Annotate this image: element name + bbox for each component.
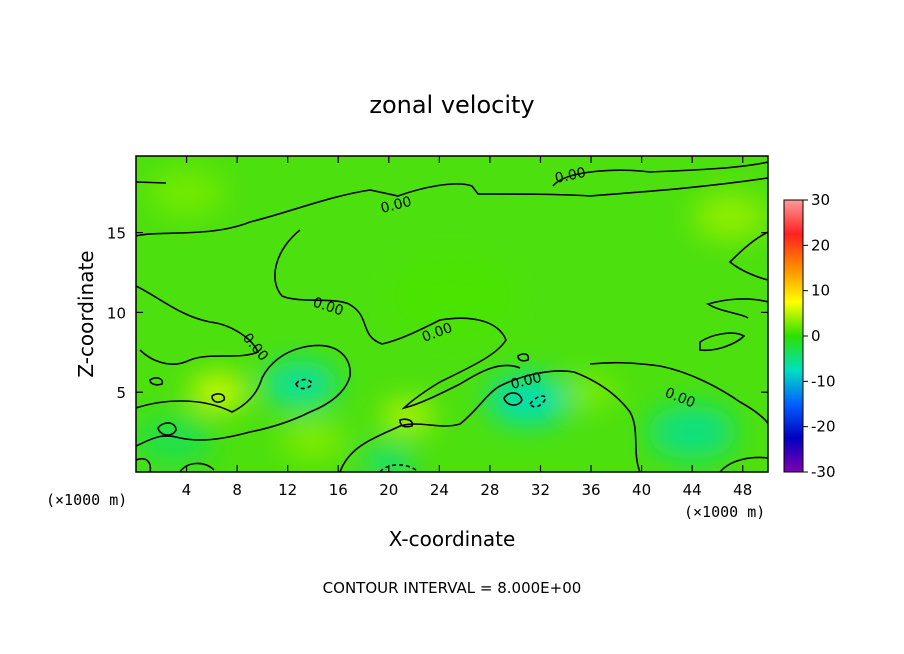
x-axis-label: X-coordinate bbox=[389, 527, 516, 551]
contour-line-top-left bbox=[136, 181, 167, 184]
field-blob bbox=[388, 257, 516, 336]
contour-lines bbox=[136, 161, 768, 472]
contour-line-negative-3 bbox=[379, 464, 417, 472]
x-tick-label: 8 bbox=[232, 481, 242, 499]
contour-line-upper-right bbox=[552, 161, 768, 187]
colorbar-tick-label: 0 bbox=[811, 327, 821, 345]
contour-line-small-loop-6 bbox=[157, 422, 177, 436]
x-unit-right: (×1000 m) bbox=[684, 503, 765, 521]
contour-line-negative-2 bbox=[529, 395, 547, 408]
x-unit-left: (×1000 m) bbox=[46, 491, 127, 509]
contour-line-bottom-left bbox=[136, 457, 152, 472]
contour-line-small-loop-2 bbox=[399, 418, 414, 428]
y-tick-label: 5 bbox=[116, 384, 126, 402]
contour-label: 0.00 bbox=[554, 165, 588, 187]
contour-line-bottom-right bbox=[719, 456, 768, 472]
x-tick-label: 16 bbox=[329, 481, 348, 499]
colorbar-tick-label: -20 bbox=[811, 418, 836, 436]
x-tick-label: 32 bbox=[531, 481, 550, 499]
contour-line-small-loop-4 bbox=[517, 353, 530, 362]
x-tick-label: 28 bbox=[480, 481, 499, 499]
field-blob bbox=[565, 376, 617, 408]
contour-line-right bbox=[589, 361, 768, 425]
plot-frame bbox=[135, 155, 769, 473]
field-blob bbox=[281, 420, 345, 460]
field-blob bbox=[647, 404, 737, 460]
contour-line-mid bbox=[274, 229, 521, 410]
colorbar-tick-label: 30 bbox=[811, 191, 830, 209]
colorbar bbox=[783, 199, 804, 473]
contour-line-right-closed bbox=[699, 332, 746, 352]
field-blob bbox=[262, 360, 339, 408]
x-tick-label: 48 bbox=[733, 481, 752, 499]
colorbar-tick-label: -30 bbox=[811, 463, 836, 481]
field-blob bbox=[136, 416, 212, 464]
x-tick-label: 40 bbox=[632, 481, 651, 499]
contour-line-right-mid bbox=[706, 298, 768, 319]
contour-line-upper bbox=[136, 177, 768, 237]
x-tick-label: 12 bbox=[278, 481, 297, 499]
x-tick-label: 36 bbox=[581, 481, 600, 499]
field-blob bbox=[487, 375, 569, 426]
x-tick-label: 20 bbox=[379, 481, 398, 499]
colorbar-tick-label: 10 bbox=[811, 282, 830, 300]
colorbar-tick-label: -10 bbox=[811, 372, 836, 390]
y-axis-label: Z-coordinate bbox=[74, 250, 98, 377]
contour-label: 0.00 bbox=[509, 370, 543, 393]
x-tick-label: 4 bbox=[182, 481, 192, 499]
contour-line-small-loop-3 bbox=[503, 392, 523, 406]
contour-line-center-lower bbox=[339, 370, 641, 472]
contour-line-small-loop-5 bbox=[149, 377, 164, 386]
colorbar-tick-label: 20 bbox=[811, 236, 830, 254]
contour-interval-note: CONTOUR INTERVAL = 8.000E+00 bbox=[323, 579, 582, 597]
contour-line-right-upper bbox=[728, 231, 768, 281]
contour-line-bottom-mid bbox=[179, 462, 215, 472]
contour-line-small-loop-1 bbox=[211, 393, 226, 403]
y-tick-label: 15 bbox=[107, 225, 126, 243]
x-tick-label: 24 bbox=[430, 481, 449, 499]
field-blob bbox=[363, 446, 415, 472]
contour-line-left bbox=[136, 285, 260, 365]
x-tick-label: 44 bbox=[683, 481, 702, 499]
contour-label: 0.00 bbox=[379, 194, 413, 217]
field-blob bbox=[190, 374, 246, 410]
contour-line-left-lower bbox=[136, 344, 351, 447]
y-tick-label: 10 bbox=[107, 304, 126, 322]
field-blob bbox=[692, 193, 768, 241]
chart-title: zonal velocity bbox=[369, 91, 534, 119]
field-blob bbox=[148, 169, 225, 217]
colorbar-ticks: 30 20 10 0 -10 -20 -30 bbox=[803, 191, 836, 481]
heatmap-field bbox=[136, 156, 768, 472]
